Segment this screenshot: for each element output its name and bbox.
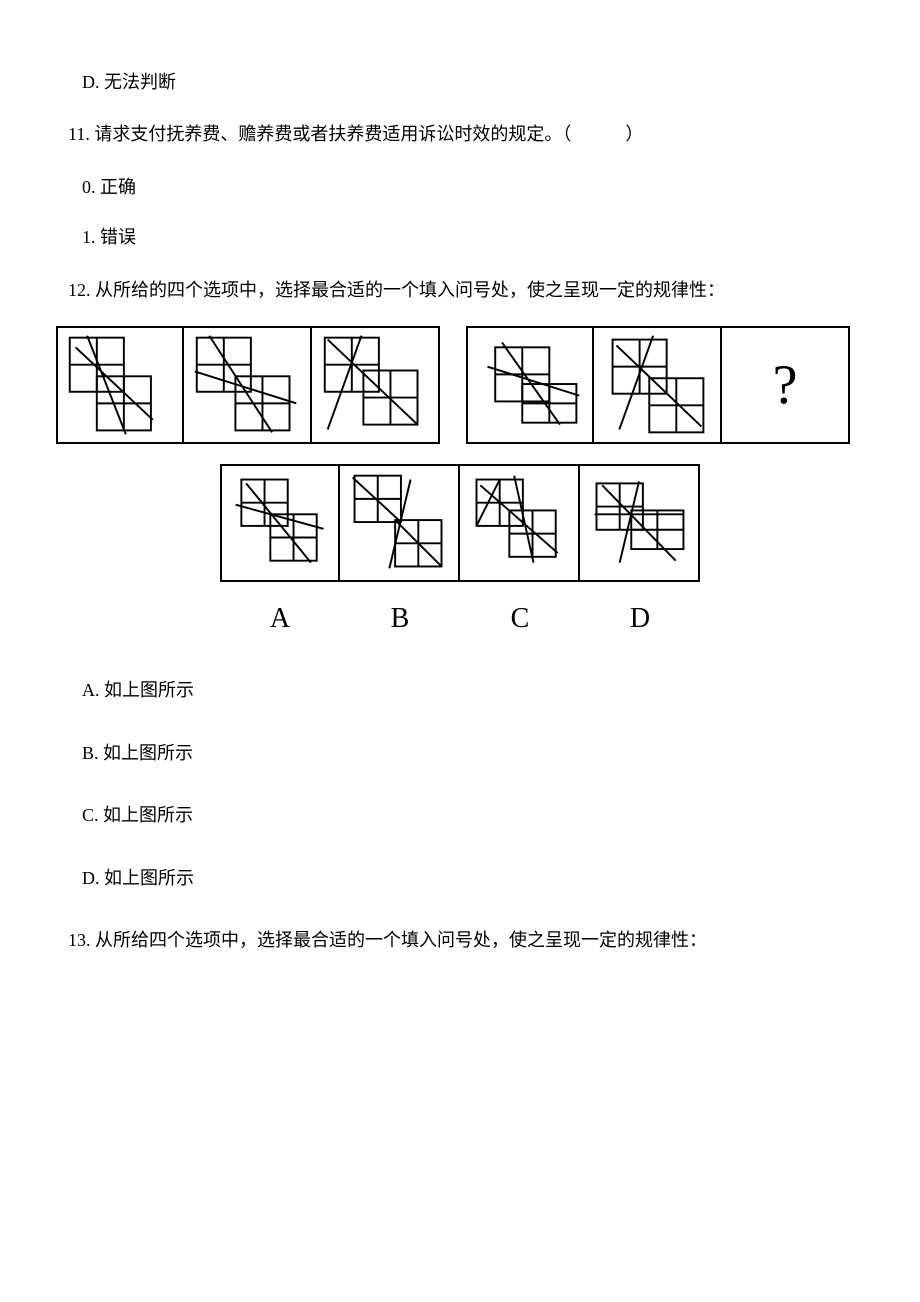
q12-answer-options [60, 464, 860, 582]
q12-option-labels: A B C D [60, 594, 860, 644]
q12-seq-question: ? [722, 326, 850, 444]
label-b: B [340, 594, 460, 644]
q12-option-fig-d [580, 464, 700, 582]
label-c: C [460, 594, 580, 644]
label-d: D [580, 594, 700, 644]
q12-option-fig-c [460, 464, 580, 582]
label-a: A [220, 594, 340, 644]
q10-option-d: D. 无法判断 [82, 66, 860, 98]
q11-option-0: 0. 正确 [82, 171, 860, 203]
q12-figure-sequence: ? [56, 326, 860, 444]
q12-option-a-text: A. 如上图所示 [82, 674, 860, 706]
q12-option-b-text: B. 如上图所示 [82, 737, 860, 769]
q12-text: 12. 从所给的四个选项中，选择最合适的一个填入问号处，使之呈现一定的规律性： [68, 274, 860, 306]
q12-seq-1 [56, 326, 184, 444]
q12-seq-5 [594, 326, 722, 444]
q12-option-d-text: D. 如上图所示 [82, 862, 860, 894]
q12-seq-4 [466, 326, 594, 444]
q12-seq-3 [312, 326, 440, 444]
q13-text: 13. 从所给四个选项中，选择最合适的一个填入问号处，使之呈现一定的规律性： [68, 924, 860, 956]
q12-option-fig-b [340, 464, 460, 582]
q11-option-1: 1. 错误 [82, 221, 860, 253]
q12-option-fig-a [220, 464, 340, 582]
question-mark: ? [773, 335, 798, 436]
q12-option-c-text: C. 如上图所示 [82, 799, 860, 831]
q11-text: 11. 请求支付抚养费、赡养费或者扶养费适用诉讼时效的规定。（ ） [68, 118, 860, 150]
q12-seq-2 [184, 326, 312, 444]
